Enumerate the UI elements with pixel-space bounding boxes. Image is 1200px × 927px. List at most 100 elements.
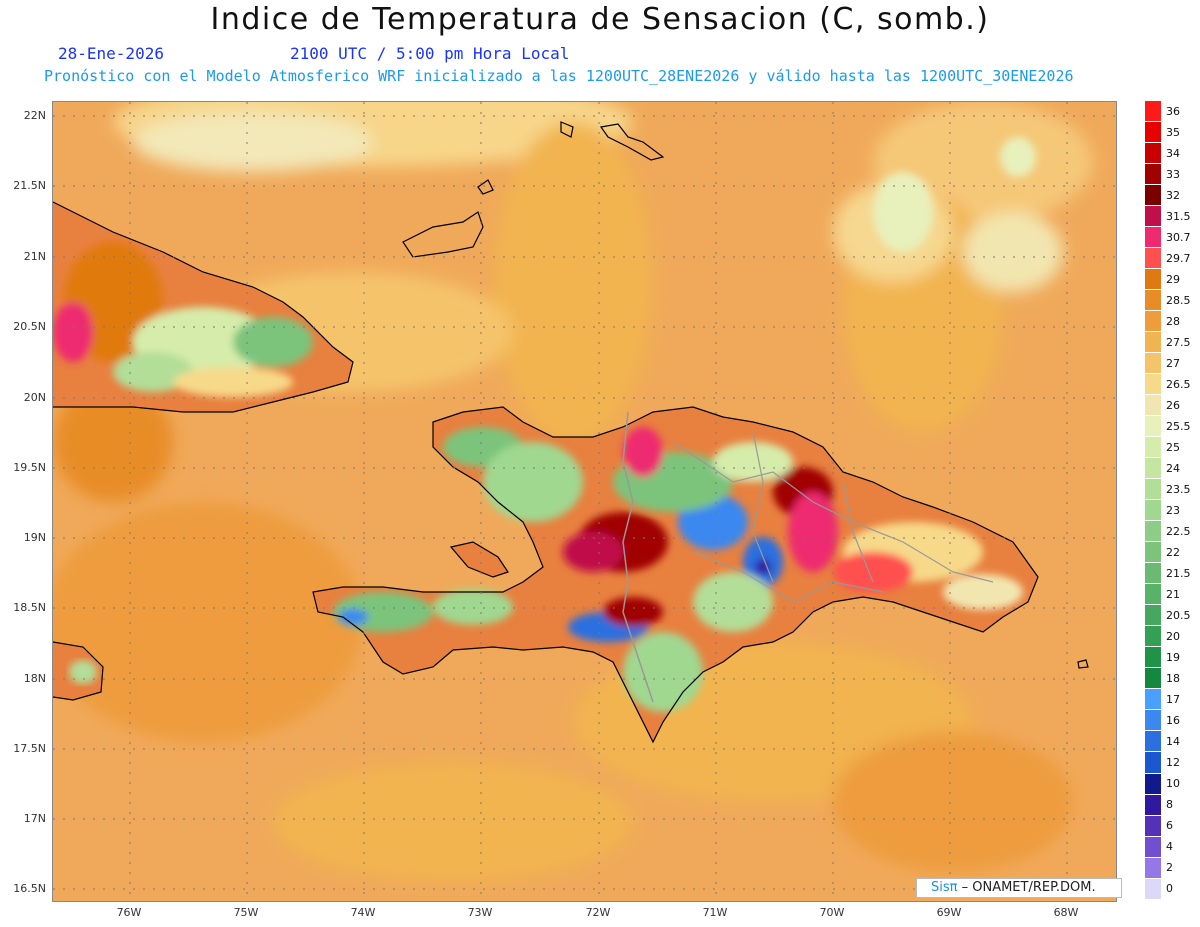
color-scale-label: 25 (1166, 440, 1180, 454)
lat-tick-label: 20.5N (13, 320, 46, 333)
color-scale-cell (1145, 122, 1161, 144)
map-panel (52, 101, 1117, 902)
color-scale-cell (1145, 773, 1161, 795)
color-scale-label: 2 (1166, 861, 1173, 875)
color-scale-label: 4 (1166, 840, 1173, 854)
lat-tick-label: 19N (23, 531, 46, 544)
color-scale-label: 24 (1166, 461, 1180, 475)
color-scale-label: 0 (1166, 882, 1173, 896)
color-scale-cell (1145, 605, 1161, 627)
jamaica-landmass (53, 641, 104, 701)
color-scale-label: 17 (1166, 693, 1180, 707)
color-scale-cell (1145, 647, 1161, 669)
lon-tick-label: 69W (936, 906, 962, 919)
lat-tick-label: 21.5N (13, 179, 46, 192)
color-scale-label: 22.5 (1166, 525, 1191, 539)
lon-tick-label: 76W (116, 906, 142, 919)
color-scale-cell (1145, 752, 1161, 774)
cuba-landmass (53, 201, 354, 413)
color-scale-cell (1145, 143, 1161, 165)
color-scale-cell (1145, 458, 1161, 480)
color-scale-cell (1145, 437, 1161, 459)
color-scale-cell (1145, 542, 1161, 564)
color-scale-label: 32 (1166, 188, 1180, 202)
forecast-date: 28-Ene-2026 (58, 44, 164, 63)
color-scale-label: 31.5 (1166, 209, 1191, 223)
lat-tick-label: 19.5N (13, 461, 46, 474)
color-scale-cell (1145, 794, 1161, 816)
lat-tick-label: 16.5N (13, 882, 46, 895)
color-scale-label: 20.5 (1166, 609, 1191, 623)
sis-logo-text: Sisπ (931, 880, 958, 895)
color-scale-cell (1145, 269, 1161, 291)
color-scale-bar (1145, 101, 1161, 900)
color-scale-label: 33 (1166, 167, 1180, 181)
color-scale-cell (1145, 311, 1161, 333)
color-scale-cell (1145, 185, 1161, 207)
color-scale-label: 28 (1166, 314, 1180, 328)
graticule (53, 102, 1116, 901)
color-scale-label: 16 (1166, 714, 1180, 728)
color-scale-label: 19 (1166, 651, 1180, 665)
lat-tick-label: 21N (23, 250, 46, 263)
color-scale-label: 28.5 (1166, 293, 1191, 307)
color-scale-cell (1145, 290, 1161, 312)
color-scale-label: 25.5 (1166, 419, 1191, 433)
color-scale-cell (1145, 689, 1161, 711)
color-scale-cell (1145, 668, 1161, 690)
map-canvas (53, 102, 1116, 901)
color-scale-label: 14 (1166, 735, 1180, 749)
lat-tick-label: 22N (23, 109, 46, 122)
color-scale-label: 23 (1166, 504, 1180, 517)
color-scale-cell (1145, 248, 1161, 270)
color-scale-cell (1145, 815, 1161, 837)
lon-tick-label: 74W (350, 906, 376, 919)
lat-tick-label: 17.5N (13, 742, 46, 755)
color-scale-cell (1145, 563, 1161, 585)
lon-tick-label: 75W (233, 906, 259, 919)
credit-org: – ONAMET/REP.DOM. (961, 880, 1096, 895)
color-scale-label: 12 (1166, 756, 1180, 770)
color-scale-label: 34 (1166, 146, 1180, 160)
lat-tick-label: 20N (23, 391, 46, 404)
color-scale-cell (1145, 731, 1161, 753)
lat-tick-label: 18.5N (13, 601, 46, 614)
color-scale-cell (1145, 500, 1161, 522)
map-title: Indice de Temperatura de Sensacion (C, s… (210, 2, 990, 37)
color-scale-cell (1145, 416, 1161, 438)
color-scale-cell (1145, 479, 1161, 501)
color-scale-cell (1145, 584, 1161, 606)
color-scale-label: 20 (1166, 630, 1180, 644)
color-scale-cell (1145, 521, 1161, 543)
color-scale-cell (1145, 836, 1161, 858)
model-description: Pronóstico con el Modelo Atmosferico WRF… (44, 67, 1074, 85)
color-scale-label: 6 (1166, 819, 1173, 833)
color-scale-cell (1145, 878, 1161, 900)
color-scale-cell (1145, 353, 1161, 375)
color-scale-cell (1145, 626, 1161, 648)
lon-tick-label: 70W (819, 906, 845, 919)
color-scale-label: 8 (1166, 798, 1173, 812)
forecast-time: 2100 UTC / 5:00 pm Hora Local (290, 44, 570, 63)
color-scale-label: 10 (1166, 777, 1180, 791)
color-scale-label: 29 (1166, 272, 1180, 286)
lon-tick-label: 73W (467, 906, 493, 919)
color-scale-label: 35 (1166, 125, 1180, 139)
lon-tick-label: 72W (585, 906, 611, 919)
color-scale-label: 27 (1166, 356, 1180, 370)
color-scale-label: 22 (1166, 546, 1180, 560)
hispaniola-landmass (312, 406, 1039, 744)
color-scale-label: 36 (1166, 104, 1180, 118)
color-scale-cell (1145, 395, 1161, 417)
lon-tick-label: 71W (702, 906, 728, 919)
color-scale-cell (1145, 332, 1161, 354)
color-scale-label: 21.5 (1166, 567, 1191, 581)
color-scale-cell (1145, 164, 1161, 186)
color-scale-cell (1145, 101, 1161, 123)
bahamas-outlines (402, 121, 1089, 669)
gonave-island (449, 541, 509, 578)
lat-tick-label: 18N (23, 672, 46, 685)
color-scale-cell (1145, 857, 1161, 879)
color-scale-label: 30.7 (1166, 230, 1191, 244)
color-scale-label: 26 (1166, 398, 1180, 412)
